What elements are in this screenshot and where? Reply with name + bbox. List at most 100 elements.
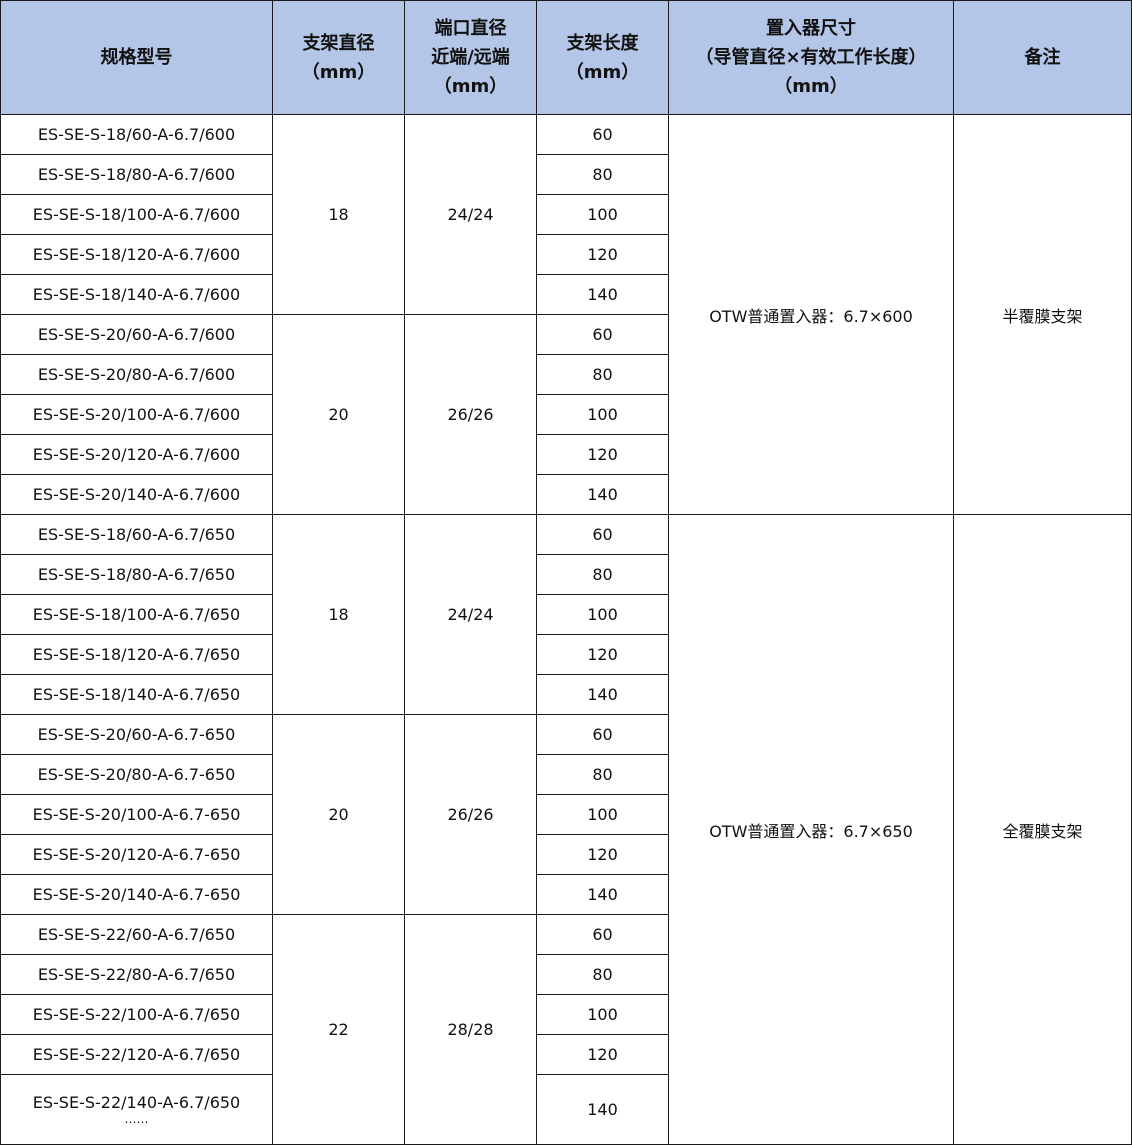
table-row: ES-SE-S-20/120-A-6.7/600 120 <box>0 434 1132 475</box>
table-row: ES-SE-S-18/80-A-6.7/600 80 <box>0 154 1132 195</box>
table-row: ES-SE-S-20/100-A-6.7/600 100 <box>0 394 1132 435</box>
spec-text: ES-SE-S-18/140-A-6.7/650 <box>32 685 241 704</box>
table-row: ES-SE-S-20/80-A-6.7-650 80 <box>0 754 1132 795</box>
table-row: ES-SE-S-20/80-A-6.7/600 80 <box>0 354 1132 395</box>
spec-cell: ES-SE-S-20/120-A-6.7-650 <box>0 834 273 875</box>
spec-cell: ES-SE-S-20/60-A-6.7-650 <box>0 714 273 755</box>
header-delivery-size: 置入器尺寸 （导管直径×有效工作长度） （mm） <box>668 0 954 115</box>
spec-text: ES-SE-S-20/60-A-6.7-650 <box>37 725 236 744</box>
spec-text: ES-SE-S-20/140-A-6.7/600 <box>32 485 241 504</box>
spec-cell: ES-SE-S-22/80-A-6.7/650 <box>0 954 273 995</box>
spec-cell: ES-SE-S-18/140-A-6.7/650 <box>0 674 273 715</box>
spec-text: ES-SE-S-20/100-A-6.7-650 <box>32 805 241 824</box>
remark-cell: 半覆膜支架 <box>953 114 1132 515</box>
header-line: 支架长度 <box>566 32 639 54</box>
header-line: 端口直径 <box>434 18 507 39</box>
spec-cell: ES-SE-S-18/100-A-6.7/650 <box>0 594 273 635</box>
spec-text: ES-SE-S-22/120-A-6.7/650 <box>32 1045 241 1064</box>
spec-cell: ES-SE-S-20/140-A-6.7/600 <box>0 474 273 515</box>
spec-cell: ES-SE-S-22/120-A-6.7/650 <box>0 1034 273 1075</box>
header-line: （mm） <box>774 76 848 97</box>
stent-length-cell: 100 <box>536 994 669 1035</box>
stent-length-cell: 60 <box>536 314 669 355</box>
spec-cell: ES-SE-S-20/100-A-6.7/600 <box>0 394 273 435</box>
spec-cell: ES-SE-S-22/60-A-6.7/650 <box>0 914 273 955</box>
spec-text: ES-SE-S-22/140-A-6.7/650 <box>32 1093 241 1112</box>
remark-cell: 全覆膜支架 <box>953 514 1132 1145</box>
table-row: ES-SE-S-18/80-A-6.7/650 80 <box>0 554 1132 595</box>
stent-diameter-cell: 20 <box>272 714 405 915</box>
header-line: （mm） <box>565 61 640 83</box>
spec-text: ES-SE-S-22/60-A-6.7/650 <box>37 925 236 944</box>
spec-text: ES-SE-S-20/120-A-6.7-650 <box>32 845 241 864</box>
spec-text: ES-SE-S-20/80-A-6.7/600 <box>37 365 236 384</box>
spec-cell: ES-SE-S-20/80-A-6.7-650 <box>0 754 273 795</box>
spec-cell: ES-SE-S-18/60-A-6.7/650 <box>0 514 273 555</box>
stent-length-cell: 100 <box>536 394 669 435</box>
stent-diameter-cell: 22 <box>272 914 405 1145</box>
continuation-ellipsis: …… <box>124 1112 149 1126</box>
table-row: ES-SE-S-22/60-A-6.7/650 22 28/28 60 <box>0 914 1132 1145</box>
stent-length-cell: 60 <box>536 514 669 555</box>
spec-text: ES-SE-S-18/60-A-6.7/650 <box>37 525 236 544</box>
spec-cell: ES-SE-S-18/60-A-6.7/600 <box>0 114 273 155</box>
spec-text: ES-SE-S-22/100-A-6.7/650 <box>32 1005 241 1024</box>
port-diameter-cell: 24/24 <box>404 114 537 315</box>
table-row: ES-SE-S-18/100-A-6.7/600 100 <box>0 194 1132 235</box>
table-row: ES-SE-S-18/60-A-6.7/600 18 24/24 60 OTW普通置入器… <box>0 114 1132 515</box>
header-line: （导管直径×有效工作长度） <box>695 47 927 68</box>
table-row: ES-SE-S-20/140-A-6.7/600 140 <box>0 474 1132 515</box>
header-spec-label: 规格型号 <box>100 47 173 68</box>
stent-length-cell: 80 <box>536 954 669 995</box>
spec-text: ES-SE-S-20/60-A-6.7/600 <box>37 325 236 344</box>
stent-diameter-cell: 20 <box>272 314 405 515</box>
header-line: （mm） <box>433 76 508 97</box>
spec-text: ES-SE-S-20/120-A-6.7/600 <box>32 445 241 464</box>
spec-text: ES-SE-S-20/140-A-6.7-650 <box>32 885 241 904</box>
spec-text: ES-SE-S-18/80-A-6.7/650 <box>37 565 236 584</box>
spec-text: ES-SE-S-18/80-A-6.7/600 <box>37 165 236 184</box>
table-row: ES-SE-S-18/100-A-6.7/650 100 <box>0 594 1132 635</box>
stent-diameter-cell: 18 <box>272 114 405 315</box>
table-body: ES-SE-S-18/60-A-6.7/600 18 24/24 60 OTW普通置入器… <box>0 114 1132 1145</box>
spec-text: ES-SE-S-20/100-A-6.7/600 <box>32 405 241 424</box>
table-row: ES-SE-S-18/120-A-6.7/600 120 <box>0 234 1132 275</box>
delivery-size-cell: OTW普通置入器：6.7×600 <box>668 114 954 515</box>
spec-text: ES-SE-S-20/80-A-6.7-650 <box>37 765 236 784</box>
stent-length-cell: 140 <box>536 474 669 515</box>
spec-cell: ES-SE-S-18/80-A-6.7/600 <box>0 154 273 195</box>
port-diameter-cell: 26/26 <box>404 714 537 915</box>
header-stent-length: 支架长度 （mm） <box>536 0 669 115</box>
spec-cell: ES-SE-S-22/100-A-6.7/650 <box>0 994 273 1035</box>
spec-cell: ES-SE-S-18/100-A-6.7/600 <box>0 194 273 235</box>
header-line: 支架直径 <box>302 32 375 54</box>
spec-cell: ES-SE-S-18/120-A-6.7/650 <box>0 634 273 675</box>
stent-length-cell: 120 <box>536 434 669 475</box>
table-row: ES-SE-S-20/60-A-6.7/600 20 26/26 60 <box>0 314 1132 515</box>
spec-text: ES-SE-S-22/80-A-6.7/650 <box>37 965 236 984</box>
spec-cell: ES-SE-S-18/120-A-6.7/600 <box>0 234 273 275</box>
table-row: ES-SE-S-18/60-A-6.7/650 18 24/24 60 OTW普通置入器… <box>0 514 1132 1145</box>
spec-text: ES-SE-S-18/100-A-6.7/600 <box>32 205 241 224</box>
table-row: ES-SE-S-22/140-A-6.7/650…… 140 <box>0 1074 1132 1145</box>
spec-text: ES-SE-S-18/100-A-6.7/650 <box>32 605 241 624</box>
stent-diameter-cell: 18 <box>272 514 405 715</box>
table-row: ES-SE-S-20/60-A-6.7-650 20 26/26 60 <box>0 714 1132 915</box>
spec-cell: ES-SE-S-18/140-A-6.7/600 <box>0 274 273 315</box>
port-diameter-cell: 24/24 <box>404 514 537 715</box>
spec-text: ES-SE-S-18/60-A-6.7/600 <box>37 125 236 144</box>
table-row: ES-SE-S-18/120-A-6.7/650 120 <box>0 634 1132 675</box>
stent-length-cell: 80 <box>536 754 669 795</box>
table-row: ES-SE-S-22/80-A-6.7/650 80 <box>0 954 1132 995</box>
header-stent-diameter: 支架直径 （mm） <box>272 0 405 115</box>
stent-length-cell: 140 <box>536 874 669 915</box>
spec-cell: ES-SE-S-18/80-A-6.7/650 <box>0 554 273 595</box>
stent-length-cell: 60 <box>536 714 669 755</box>
stent-length-cell: 60 <box>536 914 669 955</box>
table-row: ES-SE-S-18/140-A-6.7/600 140 <box>0 274 1132 315</box>
stent-length-cell: 80 <box>536 554 669 595</box>
stent-length-cell: 100 <box>536 594 669 635</box>
spec-text: ES-SE-S-18/120-A-6.7/600 <box>32 245 241 264</box>
stent-length-cell: 80 <box>536 154 669 195</box>
